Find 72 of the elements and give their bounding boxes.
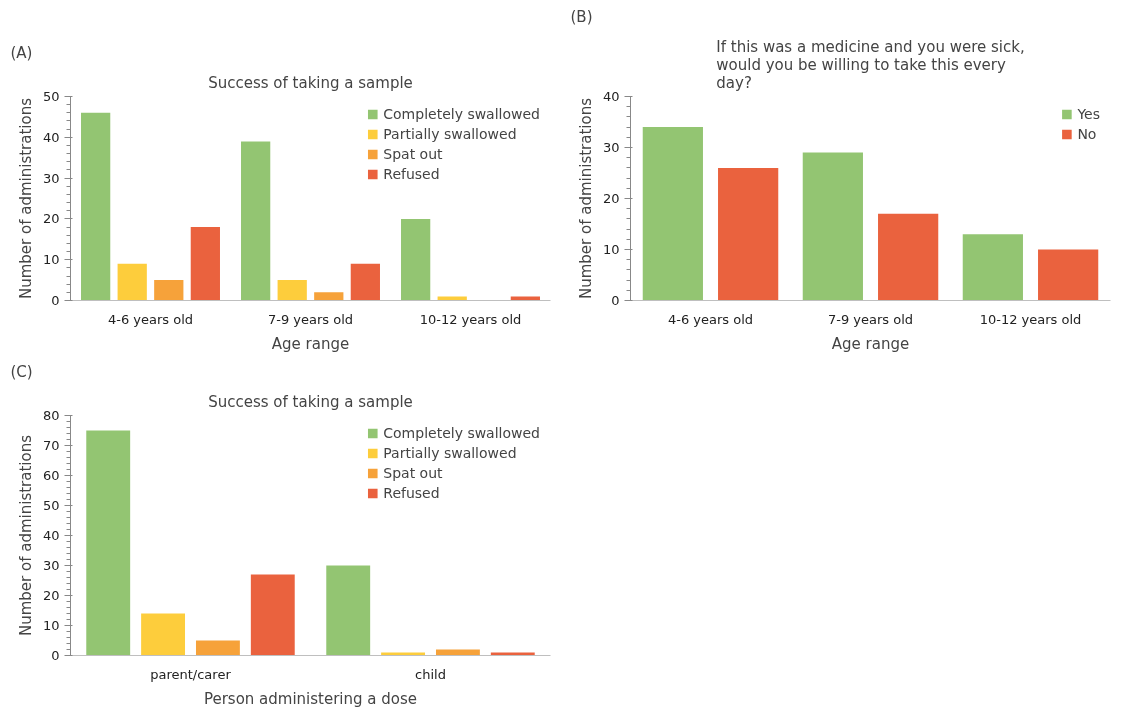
y-tick-label: 0 xyxy=(51,648,60,663)
legend-label: Refused xyxy=(383,485,440,501)
x-tick-label: 4-6 years old xyxy=(107,311,194,327)
y-tick-label: 0 xyxy=(611,293,620,308)
x-axis-title: Person administering a dose xyxy=(203,689,418,708)
bar xyxy=(510,296,540,301)
bar xyxy=(401,218,431,301)
y-tick-label: 80 xyxy=(42,408,60,423)
bar xyxy=(241,141,271,301)
y-tick-label: 40 xyxy=(602,89,620,104)
bar xyxy=(86,430,131,656)
y-axis-title: Number of administrations xyxy=(16,434,35,637)
legend-label: No xyxy=(1077,126,1098,142)
bar xyxy=(326,565,371,656)
legend-label: Refused xyxy=(383,166,440,182)
y-tick-label: 30 xyxy=(602,140,620,155)
y-tick-label: 50 xyxy=(42,89,60,104)
y-tick-label: 10 xyxy=(42,252,60,268)
chart-title: Success of taking a sample xyxy=(208,392,413,411)
x-tick-label: 10-12 years old xyxy=(979,311,1082,327)
y-tick-label: 70 xyxy=(42,438,60,453)
bar xyxy=(141,613,186,656)
y-tick-label: 10 xyxy=(42,618,60,633)
bar xyxy=(277,280,307,301)
y-tick-label: 30 xyxy=(42,558,60,573)
bar xyxy=(802,152,863,301)
bar xyxy=(190,227,220,301)
chart-title: Success of taking a sample xyxy=(208,73,413,92)
legend-label: Spat out xyxy=(383,465,443,481)
x-axis-title: Age range xyxy=(831,334,910,353)
y-tick-label: 10 xyxy=(602,242,620,257)
y-axis-title: Number of administrations xyxy=(16,97,35,300)
legend-label: Spat out xyxy=(383,146,443,162)
y-tick-label: 60 xyxy=(42,468,60,483)
legend-label: Completely swallowed xyxy=(383,106,540,122)
x-axis-title: Age range xyxy=(271,334,350,353)
x-tick-label: 4-6 years old xyxy=(667,311,754,327)
y-tick-label: 20 xyxy=(42,211,60,227)
y-tick-label: 0 xyxy=(51,293,60,308)
bar xyxy=(437,296,467,301)
x-tick-label: 10-12 years old xyxy=(419,311,522,327)
bar xyxy=(195,640,240,656)
chart-title: If this was a medicine and you were sick, would you be willing to take this every day? xyxy=(716,37,1025,92)
bar xyxy=(314,292,344,301)
x-tick-label: 7-9 years old xyxy=(827,311,914,327)
text: (C) xyxy=(10,362,33,381)
bar xyxy=(642,127,703,301)
bar xyxy=(117,263,147,301)
y-tick-label: 30 xyxy=(42,170,60,186)
legend-label: Partially swallowed xyxy=(383,445,517,461)
legend-label: Yes xyxy=(1077,106,1100,122)
text: (A) xyxy=(10,43,33,62)
y-tick-label: 40 xyxy=(42,528,60,543)
x-tick-label: parent/carer xyxy=(150,666,232,682)
y-tick-label: 50 xyxy=(42,498,60,513)
bar xyxy=(1038,249,1099,301)
y-tick-label: 20 xyxy=(602,191,620,206)
bar xyxy=(718,167,779,301)
x-tick-label: child xyxy=(415,666,446,682)
bar xyxy=(154,280,184,301)
y-tick-label: 20 xyxy=(42,588,60,603)
bar xyxy=(878,213,939,301)
legend-label: Completely swallowed xyxy=(383,425,540,441)
bar xyxy=(81,112,111,301)
text: (B) xyxy=(570,7,593,26)
bar xyxy=(962,234,1023,301)
y-tick-label: 40 xyxy=(42,129,60,145)
bar xyxy=(250,574,295,656)
legend-label: Partially swallowed xyxy=(383,126,517,142)
bar xyxy=(350,263,380,301)
x-tick-label: 7-9 years old xyxy=(267,311,354,327)
y-axis-title: Number of administrations xyxy=(576,97,595,300)
